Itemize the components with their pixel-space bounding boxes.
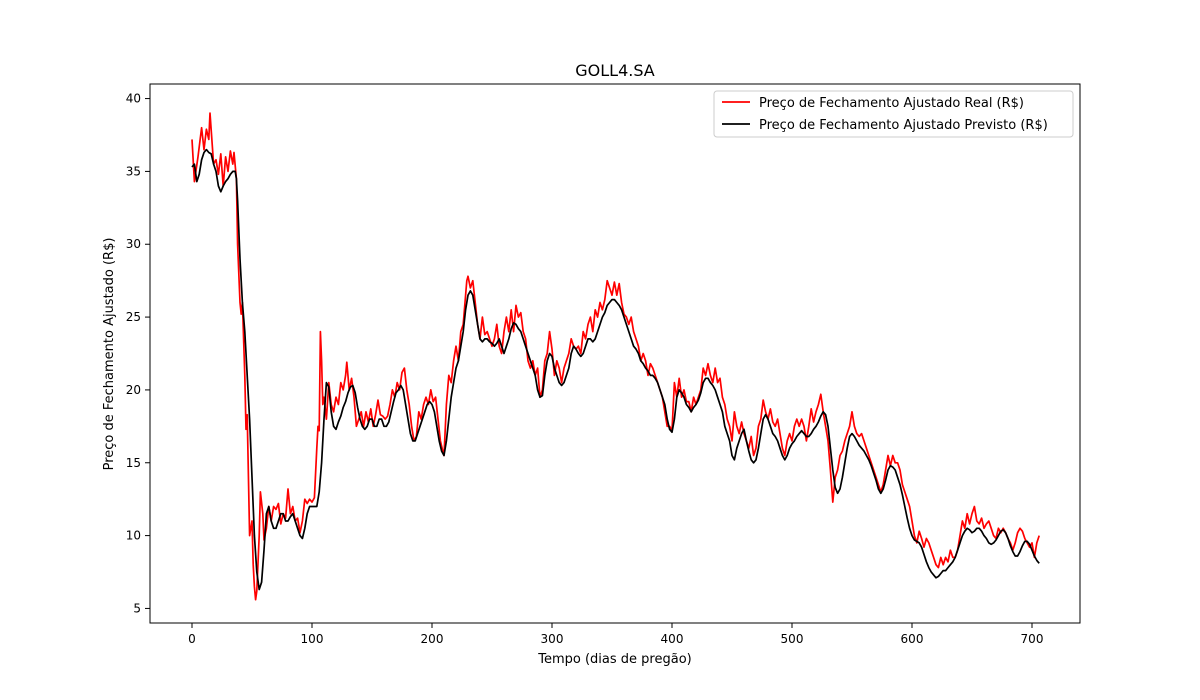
x-tick-label: 300 <box>541 632 564 646</box>
series-line-predicted <box>191 148 1040 591</box>
legend-label-actual: Preço de Fechamento Ajustado Real (R$) <box>759 96 1024 111</box>
y-tick-label: 30 <box>126 237 141 251</box>
y-tick-label: 10 <box>126 529 141 543</box>
y-tick-label: 35 <box>126 164 141 178</box>
x-axis-label: Tempo (dias de pregão) <box>537 652 691 667</box>
y-tick-label: 40 <box>126 92 141 106</box>
y-tick-label: 5 <box>133 601 141 615</box>
series-line-actual <box>191 112 1041 601</box>
y-tick-label: 20 <box>126 383 141 397</box>
y-axis-label: Preço de Fechamento Ajustado (R$) <box>102 238 117 471</box>
plot-area <box>191 112 1041 601</box>
y-tick-label: 25 <box>126 310 141 324</box>
legend: Preço de Fechamento Ajustado Real (R$) P… <box>713 90 1074 138</box>
x-tick-label: 0 <box>188 632 196 646</box>
x-tick-label: 400 <box>661 632 684 646</box>
x-tick-label: 200 <box>421 632 444 646</box>
y-axis-ticks: 5 10 15 20 25 30 35 40 <box>126 92 150 615</box>
x-tick-label: 500 <box>781 632 804 646</box>
legend-label-predicted: Preço de Fechamento Ajustado Previsto (R… <box>759 118 1048 133</box>
x-axis-ticks: 0 100 200 300 400 500 600 700 <box>188 623 1043 646</box>
plot-frame <box>149 83 1081 624</box>
x-tick-label: 100 <box>301 632 324 646</box>
legend-box <box>713 90 1074 138</box>
chart-title: GOLL4.SA <box>575 61 655 80</box>
x-tick-label: 700 <box>1021 632 1044 646</box>
y-tick-label: 15 <box>126 456 141 470</box>
x-tick-label: 600 <box>901 632 924 646</box>
